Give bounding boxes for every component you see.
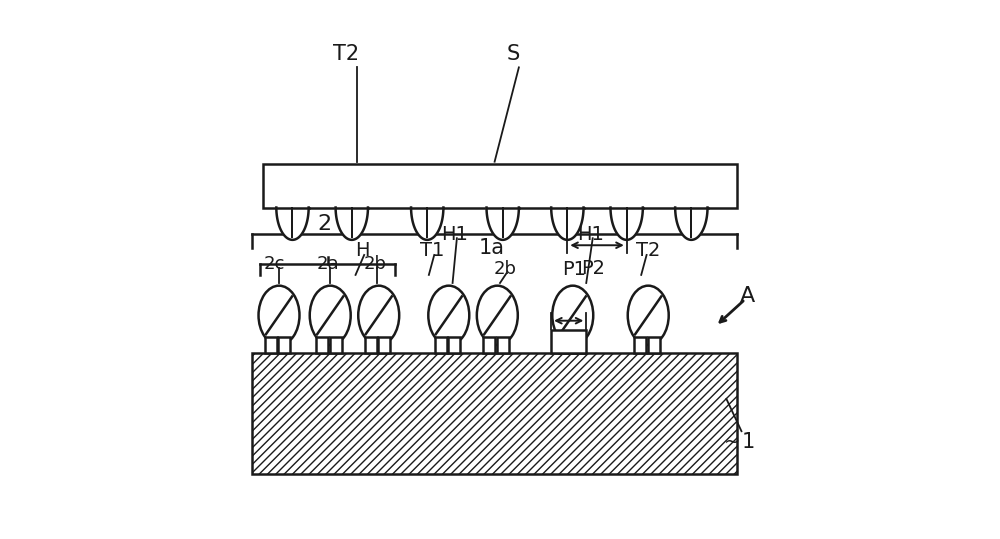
Bar [263, 164, 737, 208]
Text: 2b: 2b [363, 255, 386, 273]
Bar [435, 337, 447, 353]
Ellipse shape [477, 286, 518, 345]
Polygon shape [610, 208, 643, 240]
Bar [497, 337, 509, 353]
Polygon shape [336, 208, 368, 240]
Bar [365, 337, 377, 353]
Text: ~: ~ [723, 432, 740, 452]
Text: T2: T2 [636, 241, 660, 260]
Bar [316, 337, 328, 353]
Polygon shape [411, 208, 443, 240]
Ellipse shape [552, 286, 593, 345]
Bar [265, 337, 277, 353]
Text: T1: T1 [420, 241, 445, 260]
Bar [559, 337, 571, 353]
Bar [448, 337, 460, 353]
Text: 2: 2 [318, 213, 332, 234]
Polygon shape [487, 208, 519, 240]
Text: 2b: 2b [494, 260, 517, 279]
Bar [483, 337, 495, 353]
Bar [634, 337, 646, 353]
Ellipse shape [358, 286, 399, 345]
Text: 2c: 2c [264, 255, 285, 273]
Text: T2: T2 [333, 44, 359, 64]
Polygon shape [276, 208, 309, 240]
Bar [551, 330, 586, 353]
Ellipse shape [628, 286, 669, 345]
Text: P1: P1 [562, 260, 586, 279]
Bar [378, 337, 390, 353]
Ellipse shape [310, 286, 351, 345]
Bar [572, 337, 584, 353]
Text: H1: H1 [577, 225, 604, 244]
Text: A: A [740, 286, 756, 307]
Bar [648, 337, 660, 353]
Text: S: S [507, 44, 520, 64]
Text: P2: P2 [581, 259, 605, 278]
Bar [278, 337, 290, 353]
Bar [252, 353, 737, 474]
Text: H1: H1 [441, 225, 468, 244]
Text: 1a: 1a [479, 238, 505, 258]
Bar [330, 337, 342, 353]
Text: 1: 1 [741, 432, 755, 452]
Ellipse shape [428, 286, 469, 345]
Ellipse shape [259, 286, 299, 345]
Polygon shape [551, 208, 584, 240]
Text: 2a: 2a [316, 255, 339, 273]
Polygon shape [675, 208, 708, 240]
Text: H: H [355, 241, 370, 260]
